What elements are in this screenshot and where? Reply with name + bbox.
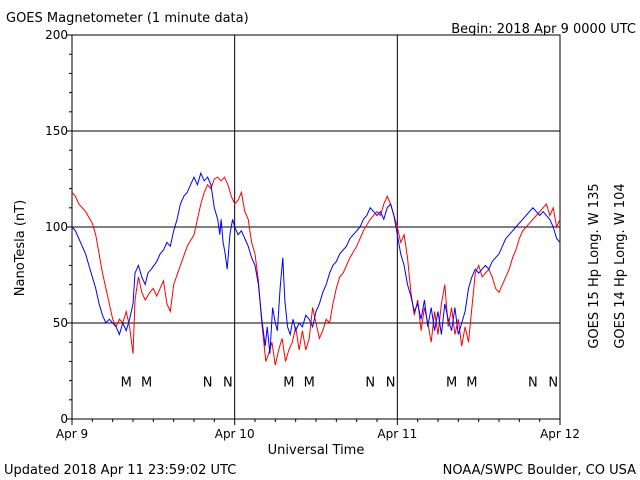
series-goes14 — [71, 171, 561, 354]
marker-m-goes15: M — [466, 375, 477, 390]
updated-time: Updated 2018 Apr 11 23:59:02 UTC — [4, 463, 236, 478]
series-goes15 — [71, 176, 561, 366]
marker-n-goes14: N — [365, 375, 375, 390]
marker-n-goes15: N — [386, 375, 396, 390]
y-axis-ticks: 0 50 100 150 200 — [45, 28, 72, 426]
y-tick-label: 50 — [53, 316, 68, 330]
legend-goes14: GOES 14 Hp Long. W 104 — [613, 183, 628, 348]
marker-n-goes15: N — [548, 375, 558, 390]
marker-m-goes15: M — [304, 375, 315, 390]
x-tick-label: Apr 12 — [540, 427, 580, 441]
y-tick-label: 200 — [45, 28, 68, 42]
legend-goes15: GOES 15 Hp Long. W 135 — [587, 183, 602, 348]
marker-n-goes14: N — [528, 375, 538, 390]
x-axis-ticks: Apr 9 Apr 10 Apr 11 Apr 12 — [56, 419, 580, 441]
marker-m-goes14: M — [121, 375, 132, 390]
chart-title: GOES Magnetometer (1 minute data) — [6, 11, 249, 26]
x-tick-label: Apr 9 — [56, 427, 88, 441]
marker-m-goes14: M — [283, 375, 294, 390]
y-tick-label: 100 — [45, 220, 68, 234]
marker-n-goes15: N — [223, 375, 233, 390]
y-tick-label: 0 — [60, 412, 68, 426]
credit: NOAA/SWPC Boulder, CO USA — [443, 463, 636, 478]
x-tick-label: Apr 10 — [215, 427, 255, 441]
x-axis-label: Universal Time — [268, 443, 365, 458]
begin-time: Begin: 2018 Apr 9 0000 UTC — [451, 22, 636, 37]
series-lines — [71, 171, 561, 366]
y-axis-label: NanoTesla (nT) — [13, 200, 28, 296]
marker-m-goes14: M — [446, 375, 457, 390]
y-tick-label: 150 — [45, 124, 68, 138]
x-tick-label: Apr 11 — [377, 427, 417, 441]
marker-m-goes15: M — [141, 375, 152, 390]
marker-n-goes14: N — [203, 375, 213, 390]
